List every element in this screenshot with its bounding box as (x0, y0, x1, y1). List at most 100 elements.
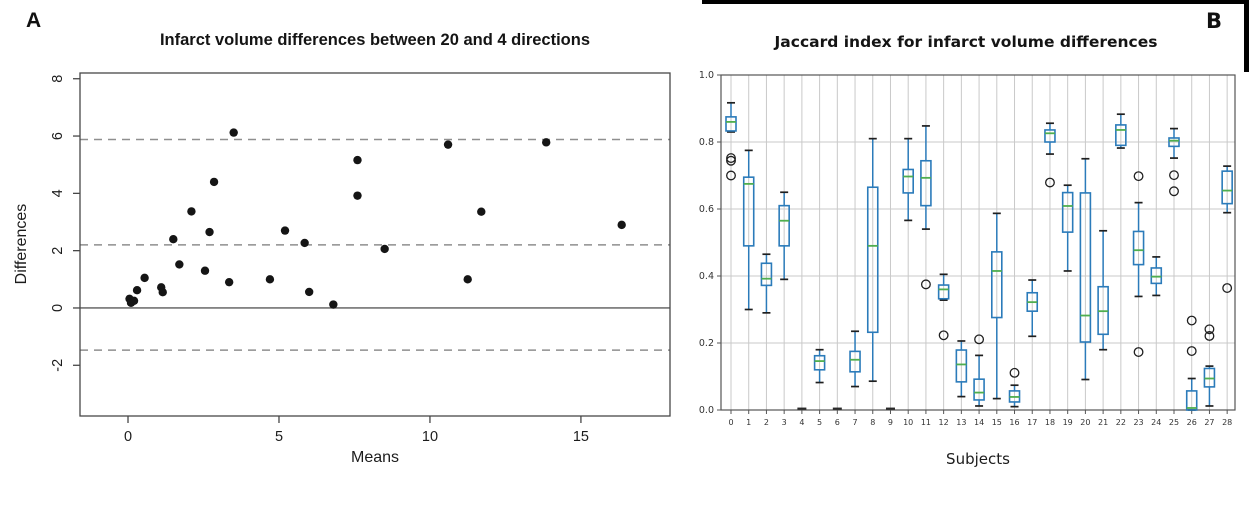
outlier-point (726, 170, 736, 181)
iqr-box (973, 378, 985, 401)
iqr-box (990, 251, 1003, 319)
iqr-box (1061, 191, 1074, 233)
iqr-box (1079, 192, 1092, 343)
boxplot-group (849, 330, 861, 388)
x-tick-label: 0 (728, 418, 733, 427)
y-axis-label-differences: Differences (13, 203, 30, 285)
x-tick-label: 5 (817, 418, 822, 427)
boxplot-group (1061, 184, 1074, 272)
scatter-point (224, 277, 234, 287)
x-tick-label: 12 (939, 418, 949, 427)
scatter-point (617, 220, 626, 230)
outlier-point (938, 330, 949, 341)
jaccard-index-boxplot: 0.00.20.40.60.81.00 1 2 3 4 5 6 7 8 9 10 11 12 13 14 15… (699, 70, 1236, 427)
x-tick-label: 7 (852, 418, 857, 427)
scatter-point (280, 226, 290, 235)
iqr-box (955, 349, 968, 383)
x-tick-label: 3 (782, 418, 787, 427)
x-tick-label: 15 (992, 418, 1002, 427)
boxplot-group (937, 273, 950, 341)
y-tick-label: 0.4 (699, 271, 714, 282)
boxplot-group (1115, 113, 1127, 149)
boxplot-group (902, 137, 914, 222)
iqr-box (1150, 267, 1163, 285)
outlier-point (920, 279, 931, 290)
x-tick-label: 19 (1063, 418, 1073, 427)
boxplot-group (955, 340, 968, 398)
iqr-box (866, 186, 879, 334)
x-tick-label: 22 (1116, 418, 1126, 427)
scatter-point (265, 275, 275, 284)
scatter-point (129, 296, 139, 306)
x-axis-label-means: Means (350, 449, 400, 466)
x-tick-label: 8 (870, 418, 875, 427)
iqr-box (778, 204, 790, 247)
bland-altman-scatter-plot: 0 5 10 15 -2 0 2 4 6 8 (50, 72, 671, 445)
scatter-point (329, 300, 338, 309)
x-tick-label: 14 (974, 418, 984, 427)
iqr-box (937, 284, 950, 300)
scatter-point (542, 138, 551, 147)
boxplot-group (1168, 127, 1180, 197)
scatter-point (477, 207, 486, 216)
panel-a-label: A (26, 9, 42, 32)
x-tick-label: 26 (1187, 418, 1197, 427)
x-tick-label: 0 (124, 429, 132, 445)
iqr-box (813, 354, 826, 371)
boxplot-group (1079, 157, 1092, 381)
x-tick-label: 18 (1045, 418, 1055, 427)
scatter-point (443, 140, 453, 149)
boxplot-group (1132, 171, 1145, 357)
scatter-point (205, 227, 214, 237)
scatter-point (209, 177, 219, 187)
boxplot-group (1203, 324, 1216, 407)
outlier-point (1222, 283, 1233, 294)
x-tick-label: 23 (1133, 418, 1143, 427)
outlier-point (1186, 346, 1197, 356)
x-tick-label: 24 (1151, 418, 1161, 427)
x-tick-label: 9 (888, 418, 893, 427)
outlier-point (1133, 171, 1144, 182)
boxplot-group (778, 191, 790, 281)
boxplot-group (742, 149, 755, 311)
x-tick-label: 13 (956, 418, 966, 427)
scatter-point (175, 260, 184, 269)
boxplot-group (1008, 367, 1021, 408)
outlier-point (974, 334, 985, 345)
x-tick-label: 4 (799, 418, 804, 427)
scatter-point (380, 244, 389, 254)
y-tick-label: 0.2 (699, 338, 714, 349)
scatter-point (132, 286, 142, 295)
boxplot-group (1097, 229, 1109, 351)
iqr-box (1185, 390, 1198, 411)
y-tick-label: 4 (50, 189, 66, 197)
panel-b-title: Jaccard index for infarct volume differe… (774, 33, 1158, 51)
scatter-point (463, 275, 472, 284)
boxplot-group (1026, 279, 1039, 338)
y-tick-label: -2 (50, 359, 66, 372)
panel-b-right-border (1244, 0, 1249, 72)
plot-frame (720, 74, 1236, 411)
scatter-point (304, 287, 314, 297)
outlier-point (726, 153, 736, 164)
plot-frame (79, 72, 671, 417)
x-tick-label: 11 (921, 418, 931, 427)
iqr-box (742, 176, 755, 247)
boxplot-group (1185, 315, 1198, 411)
x-tick-label: 15 (573, 429, 589, 445)
iqr-box (902, 168, 914, 194)
scatter-point (187, 207, 196, 216)
iqr-box (1115, 124, 1127, 147)
y-tick-label: 0.8 (699, 137, 714, 148)
boxplot-group (990, 212, 1003, 400)
x-tick-label: 27 (1204, 418, 1214, 427)
scatter-point (300, 238, 309, 248)
outlier-point (1204, 331, 1215, 341)
boxplot-group (760, 253, 773, 314)
scatter-point (229, 128, 238, 137)
scatter-point (140, 273, 149, 283)
boxplot-group (973, 334, 985, 407)
x-tick-label: 25 (1169, 418, 1179, 427)
iqr-box (725, 116, 737, 132)
boxplot-group (725, 101, 737, 181)
